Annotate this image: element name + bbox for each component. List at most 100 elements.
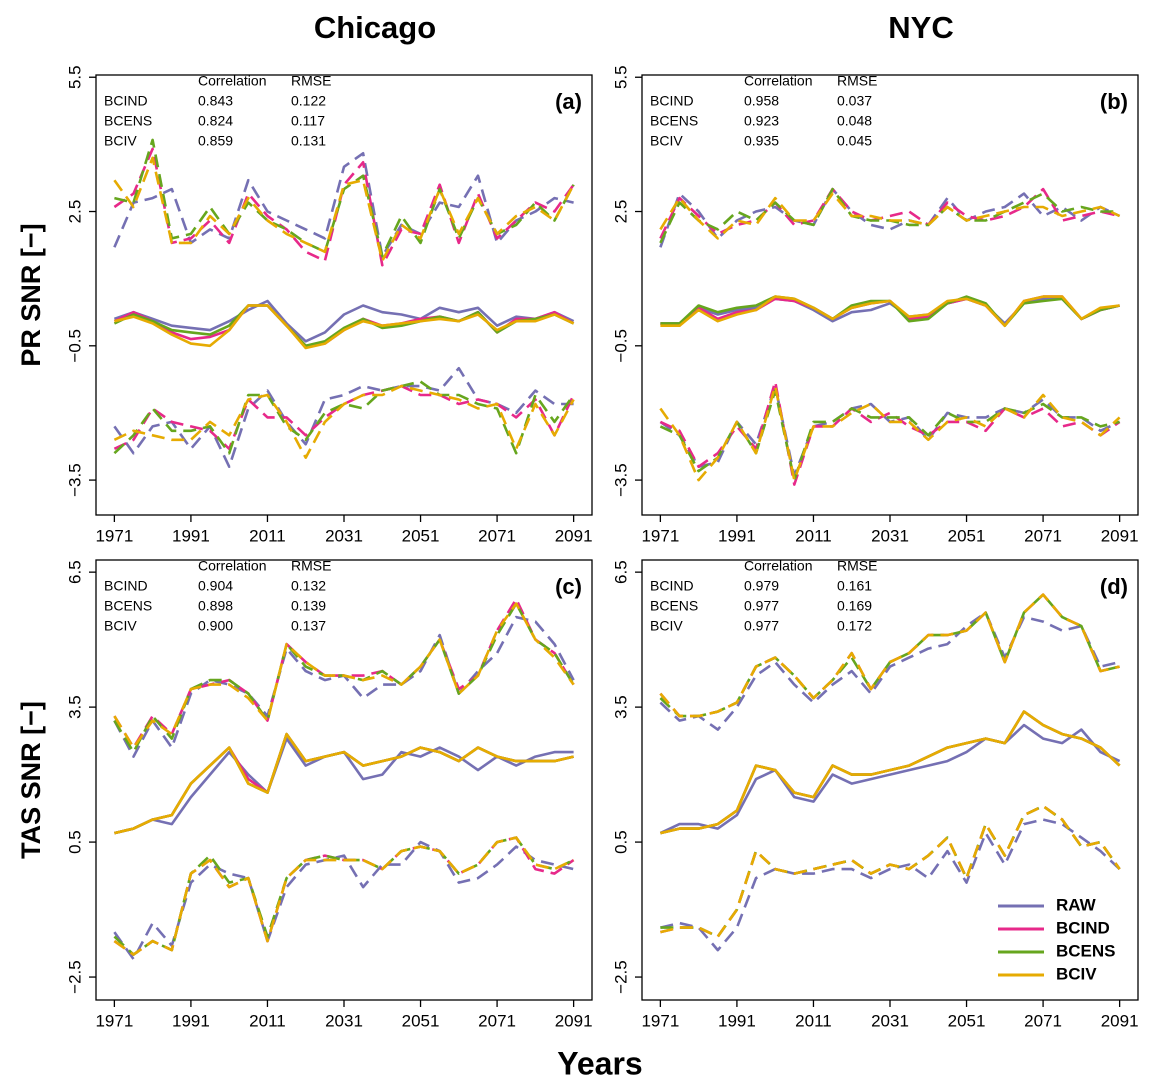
stats-value: 0.037	[837, 93, 872, 109]
x-axis-label: Years	[557, 1045, 642, 1081]
x-tick-label: 1991	[172, 1011, 210, 1030]
bound-line	[659, 611, 1120, 731]
stats-value: 0.958	[744, 93, 779, 109]
x-tick-label: 2071	[478, 1011, 516, 1030]
x-tick-label: 1991	[718, 1011, 756, 1030]
bound-line	[113, 380, 575, 455]
bound-line	[659, 593, 1120, 718]
y-tick-label: 3.5	[611, 695, 630, 719]
stats-value: 0.898	[198, 598, 233, 614]
panel-label: (a)	[555, 89, 582, 114]
stats-name: BCENS	[104, 113, 152, 129]
x-tick-label: 2051	[948, 1011, 986, 1030]
bound-line	[659, 384, 1121, 482]
stats-name: BCIV	[650, 618, 683, 634]
bound-line	[659, 593, 1120, 718]
bound-line	[660, 804, 1121, 938]
stats-name: BCIV	[104, 133, 137, 149]
bound-line	[659, 384, 1121, 477]
legend-label: BCIV	[1056, 964, 1097, 983]
stats-name: BCIND	[104, 578, 148, 594]
mean-line	[114, 304, 575, 350]
mean-line	[660, 297, 1120, 325]
bound-line	[659, 380, 1121, 486]
stats-value: 0.900	[198, 618, 233, 634]
bound-line	[659, 187, 1120, 239]
mean-line	[114, 732, 574, 835]
stats-name: BCIND	[650, 578, 694, 594]
mean-line	[113, 304, 575, 348]
x-tick-label: 2051	[402, 1011, 440, 1030]
y-tick-label: 6.5	[65, 560, 84, 584]
x-tick-label: 2011	[249, 1011, 286, 1030]
stats-value: 0.977	[744, 598, 779, 614]
stats-name: BCIND	[104, 93, 148, 109]
plot-frame	[95, 74, 593, 516]
bound-line	[113, 156, 575, 263]
stats-value: 0.979	[744, 578, 779, 594]
stats-value: 0.843	[198, 93, 233, 109]
x-tick-label: 1971	[95, 526, 133, 545]
x-tick-label: 2031	[325, 526, 363, 545]
bound-line	[113, 615, 575, 758]
stats-header: Correlation	[198, 73, 266, 89]
mean-line	[660, 295, 1120, 327]
stats-value: 0.977	[744, 618, 779, 634]
bound-line	[113, 384, 575, 459]
bound-line	[659, 192, 1121, 240]
bound-line	[660, 804, 1121, 938]
stats-header: Correlation	[744, 73, 812, 89]
x-tick-label: 2091	[555, 526, 593, 545]
stats-name: BCIV	[104, 618, 137, 634]
legend-label: RAW	[1056, 895, 1097, 914]
x-tick-label: 2091	[1101, 1011, 1139, 1030]
x-tick-label: 1991	[718, 526, 756, 545]
stats-value: 0.117	[291, 113, 325, 129]
y-tick-label: −3.5	[65, 463, 84, 497]
stats-value: 0.824	[198, 113, 233, 129]
y-tick-label: 6.5	[611, 560, 630, 584]
stats-value: 0.048	[837, 113, 872, 129]
stats-header: Correlation	[198, 558, 266, 574]
stats-value: 0.161	[837, 578, 872, 594]
x-tick-label: 1991	[172, 526, 210, 545]
x-tick-label: 1971	[95, 1011, 133, 1030]
y-tick-label: 2.5	[65, 200, 84, 224]
x-tick-label: 2051	[948, 526, 986, 545]
stats-value: 0.137	[291, 618, 326, 634]
column-title: Chicago	[314, 10, 436, 45]
y-tick-label: 5.5	[611, 65, 630, 89]
stats-value: 0.122	[291, 93, 326, 109]
x-tick-label: 2091	[1101, 526, 1139, 545]
x-tick-label: 2071	[1024, 526, 1062, 545]
bound-line	[659, 593, 1120, 718]
y-tick-label: 0.5	[65, 830, 84, 854]
panel-label: (d)	[1100, 574, 1128, 599]
y-tick-label: 0.5	[611, 830, 630, 854]
x-tick-label: 1971	[641, 1011, 679, 1030]
x-tick-label: 2011	[795, 1011, 832, 1030]
stats-name: BCENS	[650, 113, 698, 129]
y-tick-label: −2.5	[611, 960, 630, 994]
y-tick-label: −3.5	[611, 463, 630, 497]
bound-line	[113, 840, 574, 961]
stats-value: 0.131	[291, 133, 326, 149]
bound-line	[114, 138, 575, 258]
y-tick-label: 5.5	[65, 65, 84, 89]
bound-line	[113, 366, 574, 468]
plot-frame	[641, 74, 1139, 516]
x-tick-label: 2071	[1024, 1011, 1062, 1030]
stats-value: 0.904	[198, 578, 233, 594]
legend-label: BCENS	[1056, 941, 1116, 960]
legend-label: BCIND	[1056, 918, 1110, 937]
mean-line	[659, 723, 1121, 835]
row-label: PR SNR [−]	[16, 223, 46, 366]
stats-value: 0.172	[837, 618, 872, 634]
x-tick-label: 2031	[325, 1011, 363, 1030]
y-tick-label: −0.5	[65, 329, 84, 363]
x-tick-label: 1971	[641, 526, 679, 545]
x-tick-label: 2051	[402, 526, 440, 545]
stats-header: RMSE	[291, 73, 331, 89]
x-tick-label: 2011	[795, 526, 832, 545]
